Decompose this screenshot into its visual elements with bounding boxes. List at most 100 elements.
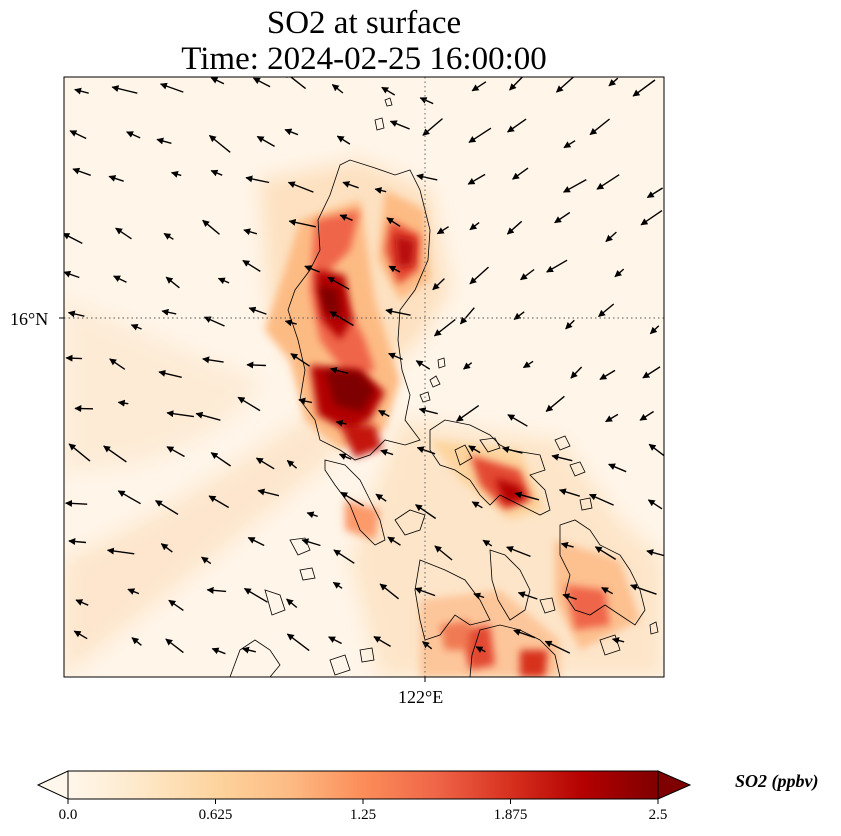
wind-arrow [111,85,138,94]
wind-arrow [380,449,394,456]
wind-arrow [208,134,231,153]
wind-arrow [340,491,365,507]
wind-arrow [247,536,265,547]
colorbar-max-extend [657,770,692,800]
wind-arrow [304,265,320,273]
wind-arrow [336,135,351,145]
wind-arrow [565,319,575,330]
wind-arrow [201,556,212,565]
longitude-tick-label: 122°E [398,687,444,707]
wind-arrow [113,275,127,283]
wind-arrow [126,131,141,139]
wind-arrow [646,549,664,557]
wind-arrow [286,459,298,469]
colorbar-min-extend [36,770,69,800]
wind-arrow [64,270,80,279]
wind-arrow [202,219,220,235]
wind-arrow [242,259,261,272]
wind-arrow [432,278,445,291]
wind-arrow [195,411,221,421]
wind-arrow [130,324,142,331]
coastlines [229,97,659,677]
wind-arrow [608,463,627,473]
wind-arrow [248,306,267,315]
wind-arrow [388,265,401,273]
wind-arrow [471,501,483,509]
colorbar-gradient [67,770,659,800]
wind-arrow [331,84,344,94]
wind-arrow [471,81,487,92]
wind-arrow [165,276,180,289]
wind-arrow [243,228,258,236]
wind-arrow [252,77,271,88]
wind-arrow [589,118,611,136]
wind-arrow [158,369,182,378]
colorbar-tick-label: 2.5 [648,807,668,823]
wind-arrow [562,593,577,600]
wind-arrow [287,181,314,193]
wind-arrow [513,629,536,639]
wind-arrow [507,414,528,427]
wind-arrow [290,353,310,367]
wind-arrow [555,77,575,93]
wind-arrow [339,214,353,221]
wind-arrow [558,488,581,497]
wind-arrow [605,413,619,423]
wind-arrow [522,360,534,369]
wind-arrow [562,178,587,193]
wind-arrow [648,443,664,457]
wind-arrow [422,118,443,136]
wind-arrow [379,583,400,600]
wind-arrow [127,588,140,595]
map-panel [59,76,665,682]
wind-arrow [596,174,620,190]
wind-arrow [69,130,87,140]
wind-arrow [632,79,656,97]
wind-arrow [108,175,124,182]
wind-arrow [611,637,625,644]
wind-arrow [65,354,83,362]
wind-arrow [588,493,614,506]
wind-arrow [243,587,268,603]
wind-arrow [241,646,256,654]
wind-arrow [165,638,184,654]
wind-arrow [551,453,573,462]
wind-arrow [166,410,194,418]
wind-arrow [436,226,449,235]
colorbar-tick-label: 0.625 [198,807,233,823]
wind-arrow [381,86,396,96]
wind-arrow [67,310,85,318]
colorbar-tick-label: 0.0 [58,807,78,823]
wind-arrow [509,77,524,91]
wind-arrow [649,325,660,335]
wind-arrow [459,307,475,325]
colorbar-tick-label: 1.875 [493,807,528,823]
wind-arrow [301,538,321,547]
wind-arrow [467,173,486,185]
wind-arrow [506,546,531,558]
wind-arrow [65,499,88,507]
wind-arrow [237,396,261,412]
map-title: SO2 at surface [266,5,462,41]
wind-arrow [257,488,280,497]
wind-arrow [463,362,473,370]
wind-arrow [217,277,230,285]
wind-arrow [210,452,231,467]
wind-arrow [546,259,568,273]
wind-arrow [338,453,352,460]
wind-arrow [327,276,350,290]
wind-arrow [106,547,135,555]
wind-arrow [333,549,355,564]
wind-arrow [456,405,480,422]
wind-arrow [202,356,224,364]
wind-arrow [161,308,177,316]
wind-arrow [286,598,298,609]
wind-arrow [387,536,401,546]
wind-arrow [560,542,574,549]
wind-arrow [203,316,225,327]
wind-arrow [473,592,485,600]
wind-arrow [375,493,387,502]
wind-arrow [639,410,654,421]
wind-arrow [475,646,486,653]
wind-arrow [156,137,172,145]
